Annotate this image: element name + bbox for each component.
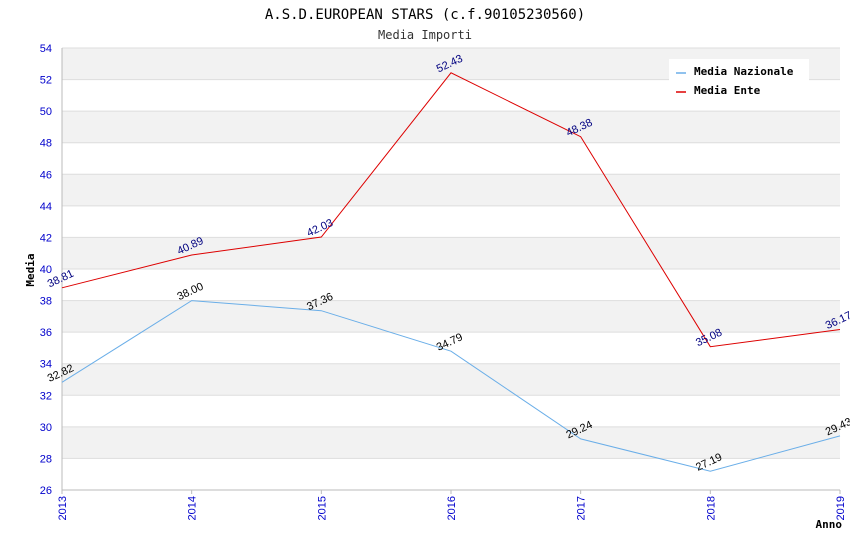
grid-band [62, 426, 840, 459]
grid-band [62, 174, 840, 206]
y-tick-label: 32 [40, 390, 52, 402]
x-tick-label: 2014 [187, 496, 199, 520]
x-tick-label: 2017 [576, 496, 588, 520]
y-tick-label: 50 [40, 106, 52, 118]
legend-label-media-ente: Media Ente [694, 84, 761, 97]
grid-band [62, 363, 840, 396]
grid-bands [62, 48, 840, 459]
series-line-media-ente [61, 72, 841, 348]
x-tick-label: 2019 [835, 496, 847, 520]
x-tick-label: 2018 [705, 496, 717, 520]
axes [61, 48, 841, 494]
y-axis-label: Media [24, 253, 37, 286]
chart-title: A.S.D.EUROPEAN STARS (c.f.90105230560) [265, 7, 585, 23]
y-tick-label: 52 [40, 75, 52, 87]
x-tick-label: 2013 [57, 496, 69, 520]
x-tick-labels: 2013 2014 2015 2016 2017 2018 2019 [57, 496, 847, 520]
grid-band [62, 111, 840, 143]
y-tick-labels: 26 28 30 32 34 36 38 40 42 44 46 48 50 52 54 [40, 43, 52, 497]
x-tick-label: 2016 [446, 496, 458, 520]
y-tick-label: 30 [40, 422, 52, 434]
x-tick-label: 2015 [316, 496, 328, 520]
y-tick-label: 44 [40, 201, 52, 213]
y-tick-label: 34 [40, 359, 52, 371]
y-tick-label: 42 [40, 232, 52, 244]
legend-label-media-nazionale: Media Nazionale [694, 65, 794, 78]
data-label: 38.00 [175, 281, 205, 304]
y-tick-label: 26 [40, 485, 52, 497]
y-tick-label: 54 [40, 43, 52, 55]
series-lines [61, 72, 841, 472]
data-label: 42.03 [305, 217, 335, 240]
y-tick-label: 48 [40, 138, 52, 150]
chart-subtitle: Media Importi [378, 28, 472, 42]
legend-box [669, 59, 809, 103]
series-line-media-nazionale [61, 300, 841, 472]
grid-band [62, 300, 840, 333]
y-tick-label: 28 [40, 453, 52, 465]
x-axis-label: Anno [816, 518, 843, 531]
y-tick-label: 36 [40, 327, 52, 339]
y-tick-label: 38 [40, 296, 52, 308]
y-tick-label: 46 [40, 169, 52, 181]
legend: Media Nazionale Media Ente [669, 59, 809, 103]
grid-band [62, 237, 840, 269]
y-tick-label: 40 [40, 264, 52, 276]
